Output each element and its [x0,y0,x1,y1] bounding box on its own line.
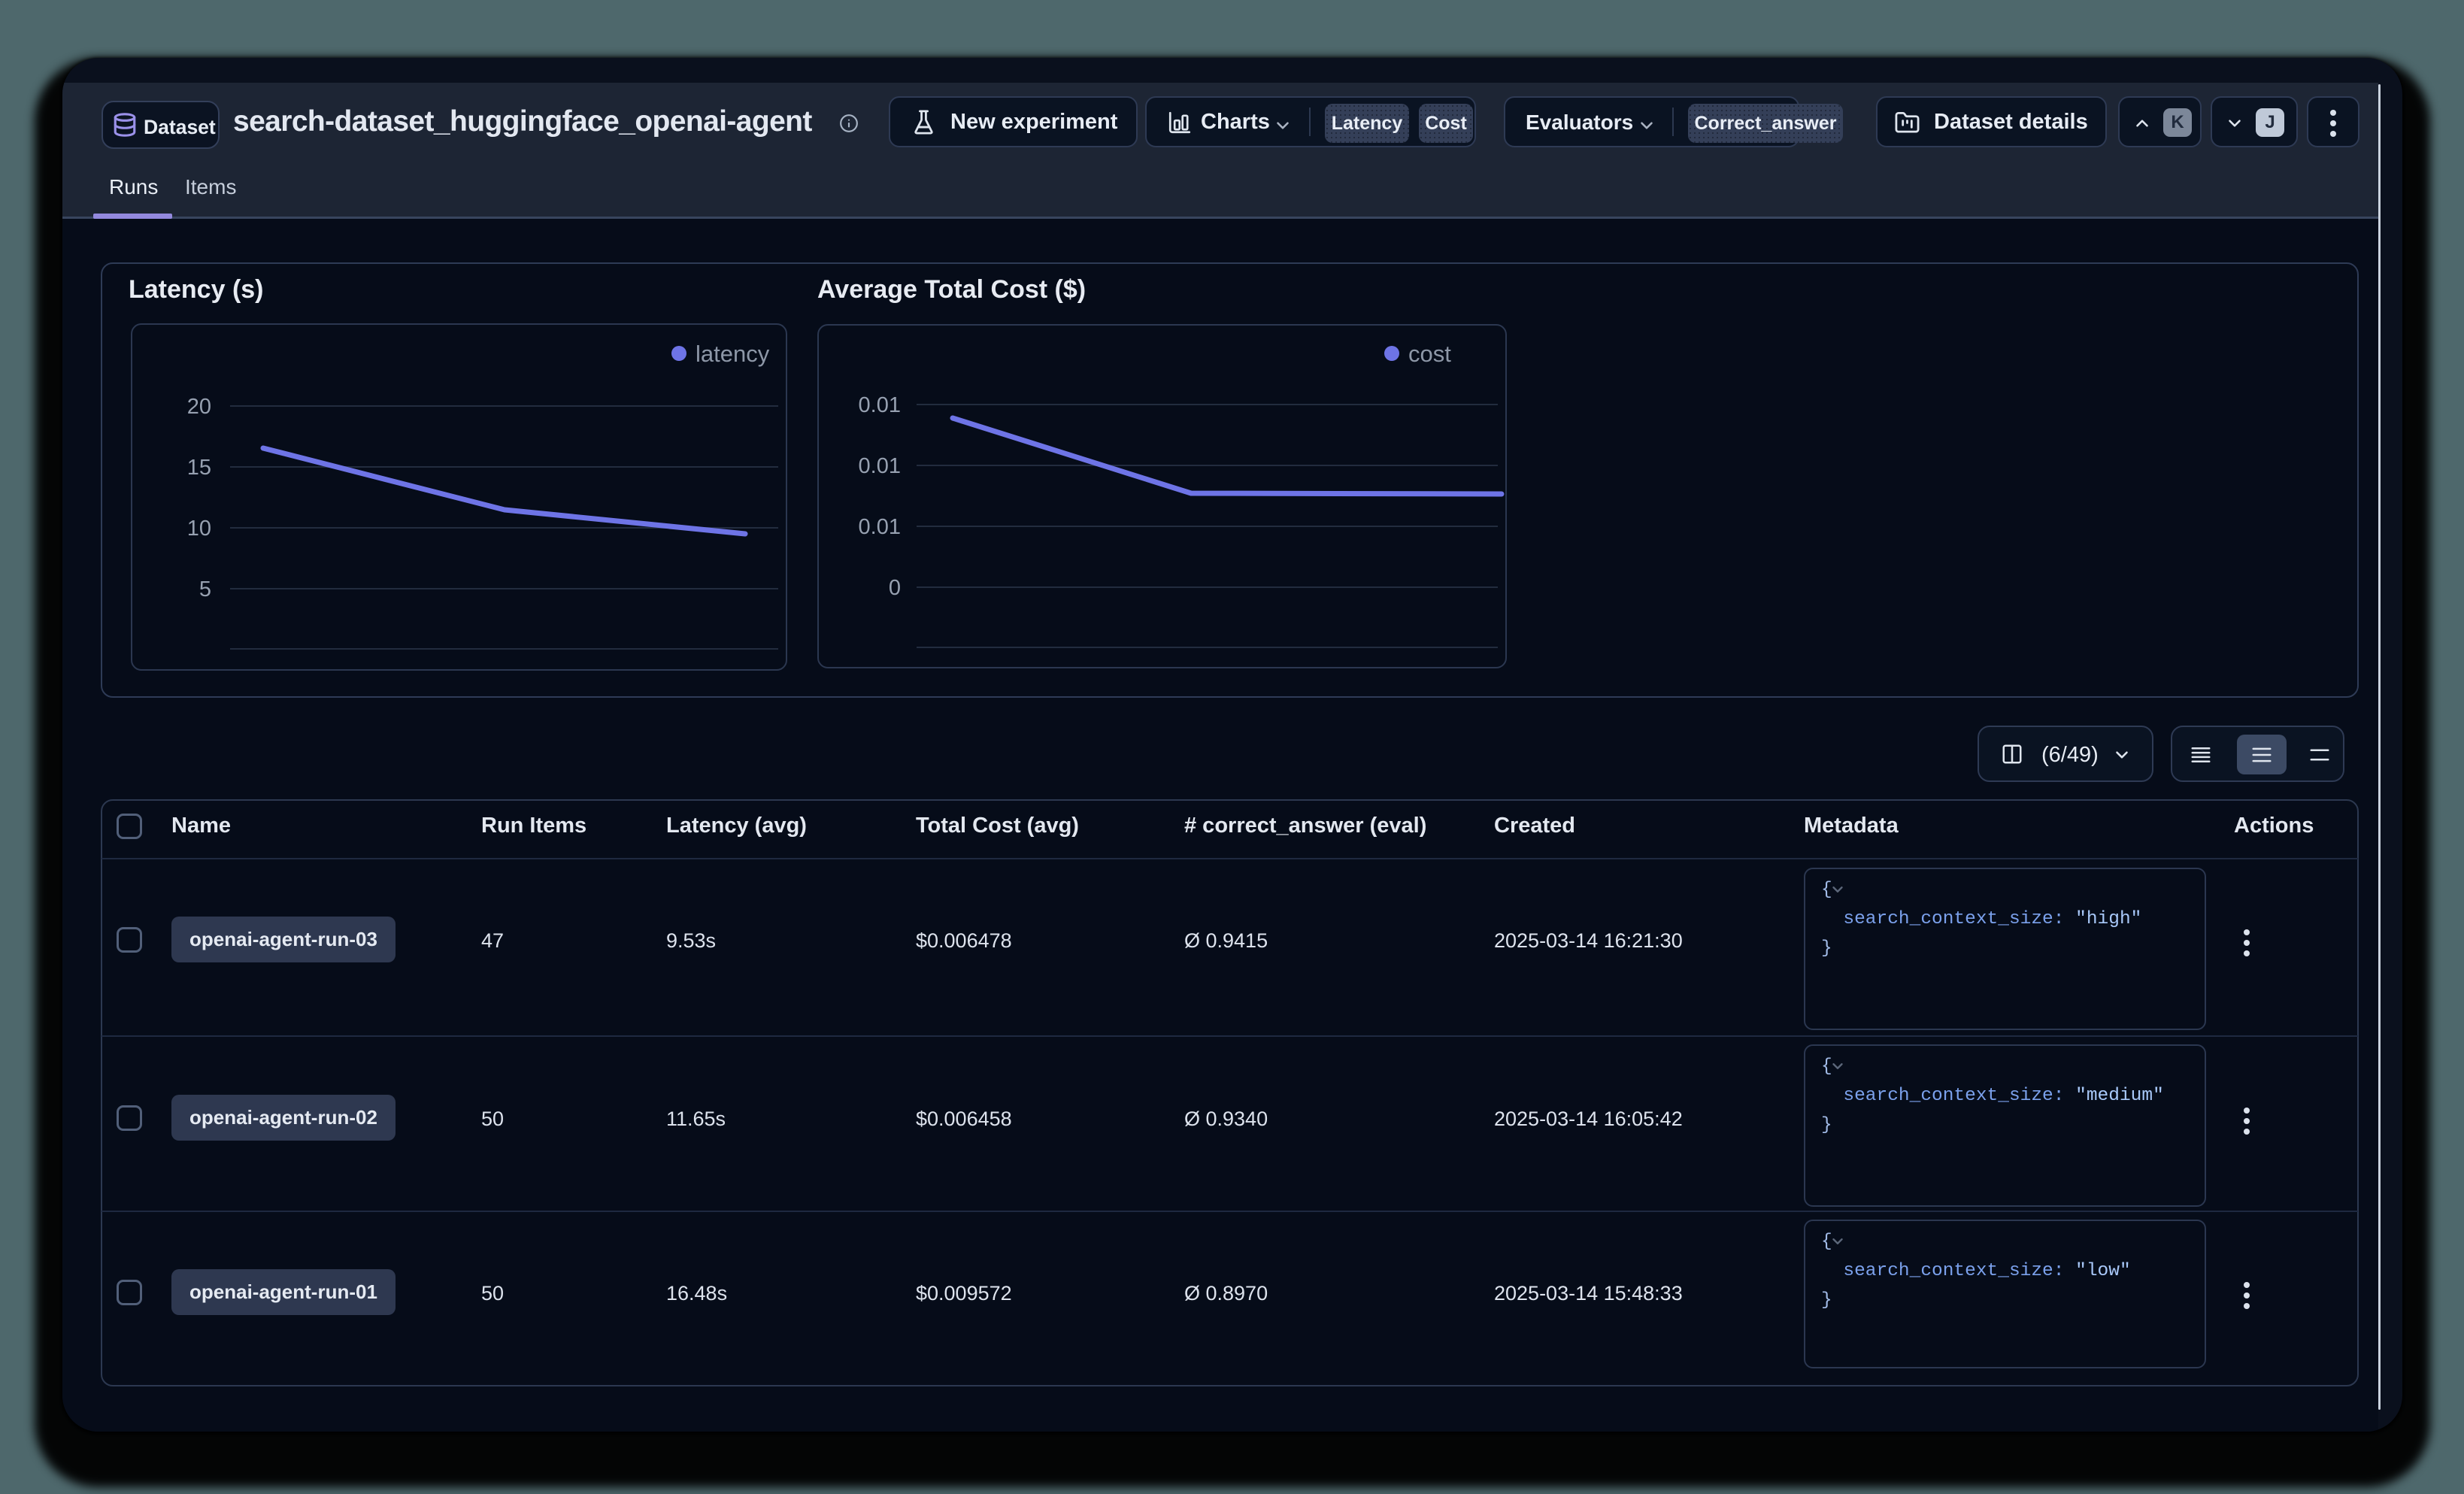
svg-text:0.01: 0.01 [859,454,901,478]
svg-text:0.01: 0.01 [859,393,901,417]
svg-text:0: 0 [889,576,901,600]
svg-text:0.01: 0.01 [859,515,901,539]
svg-text:5: 5 [199,577,211,602]
svg-text:10: 10 [187,517,211,541]
svg-text:20: 20 [187,395,211,419]
svg-text:cost: cost [1408,341,1451,367]
svg-text:15: 15 [187,456,211,480]
svg-text:latency: latency [696,341,770,367]
